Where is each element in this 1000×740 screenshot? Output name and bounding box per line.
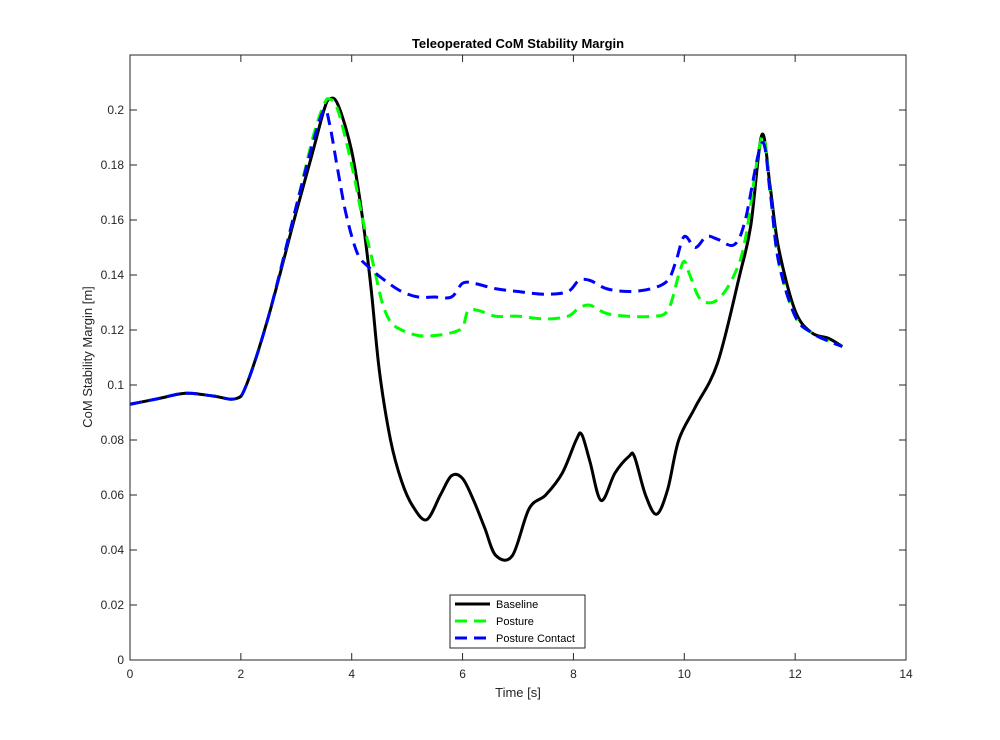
x-tick-label: 2 [238, 667, 245, 681]
x-tick-label: 8 [570, 667, 577, 681]
x-axis: 0 2 4 6 8 10 12 14 [127, 55, 913, 681]
y-tick-label: 0 [117, 653, 124, 667]
x-tick-label: 0 [127, 667, 134, 681]
axes-box [129, 54, 907, 661]
y-tick-label: 0.18 [101, 158, 125, 172]
y-tick-label: 0.02 [101, 598, 125, 612]
legend-label-posture-contact: Posture Contact [496, 633, 575, 645]
y-axis-label: CoM Stability Margin [m] [80, 286, 95, 428]
y-axis: 0 0.02 0.04 0.06 0.08 0.1 0.12 0.14 0.16 0.18 0.2 [101, 103, 906, 667]
y-tick-label: 0.1 [107, 378, 124, 392]
x-tick-label: 12 [788, 667, 802, 681]
series-line-baseline [129, 96, 844, 562]
y-tick-label: 0.04 [101, 543, 125, 557]
y-tick-label: 0.2 [107, 103, 124, 117]
legend-label-baseline: Baseline [496, 599, 538, 611]
y-tick-label: 0.08 [101, 433, 125, 447]
legend: Baseline Posture Posture Contact [449, 594, 586, 649]
series-layer [129, 96, 844, 562]
series-line-posture-contact [129, 107, 843, 406]
x-tick-label: 10 [678, 667, 692, 681]
y-tick-label: 0.14 [101, 268, 125, 282]
plot-area [130, 55, 906, 660]
x-tick-label: 4 [348, 667, 355, 681]
chart-title: Teleoperated CoM Stability Margin [412, 36, 624, 51]
y-tick-label: 0.06 [101, 488, 125, 502]
x-tick-label: 6 [459, 667, 466, 681]
x-axis-label: Time [s] [495, 685, 541, 700]
y-tick-label: 0.12 [101, 323, 125, 337]
x-tick-label: 14 [899, 667, 913, 681]
y-tick-label: 0.16 [101, 213, 125, 227]
legend-label-posture: Posture [496, 616, 534, 628]
